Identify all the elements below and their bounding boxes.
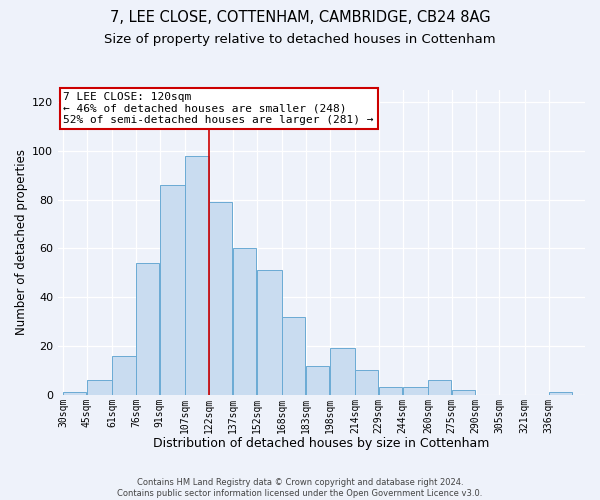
Bar	[160, 185, 185, 395]
Bar	[257, 270, 281, 395]
Bar	[452, 390, 475, 395]
Bar	[233, 248, 256, 395]
Bar	[549, 392, 572, 395]
Y-axis label: Number of detached properties: Number of detached properties	[15, 150, 28, 336]
Bar	[355, 370, 379, 395]
Bar	[306, 366, 329, 395]
Text: Contains HM Land Registry data © Crown copyright and database right 2024.
Contai: Contains HM Land Registry data © Crown c…	[118, 478, 482, 498]
Bar	[112, 356, 136, 395]
Bar	[330, 348, 355, 395]
Bar	[428, 380, 451, 395]
Bar	[185, 156, 209, 395]
Bar	[379, 388, 402, 395]
Bar	[282, 317, 305, 395]
Bar	[209, 202, 232, 395]
Text: Size of property relative to detached houses in Cottenham: Size of property relative to detached ho…	[104, 32, 496, 46]
X-axis label: Distribution of detached houses by size in Cottenham: Distribution of detached houses by size …	[154, 437, 490, 450]
Bar	[63, 392, 86, 395]
Text: 7, LEE CLOSE, COTTENHAM, CAMBRIDGE, CB24 8AG: 7, LEE CLOSE, COTTENHAM, CAMBRIDGE, CB24…	[110, 10, 490, 25]
Bar	[87, 380, 112, 395]
Text: 7 LEE CLOSE: 120sqm
← 46% of detached houses are smaller (248)
52% of semi-detac: 7 LEE CLOSE: 120sqm ← 46% of detached ho…	[64, 92, 374, 124]
Bar	[403, 388, 428, 395]
Bar	[136, 263, 160, 395]
